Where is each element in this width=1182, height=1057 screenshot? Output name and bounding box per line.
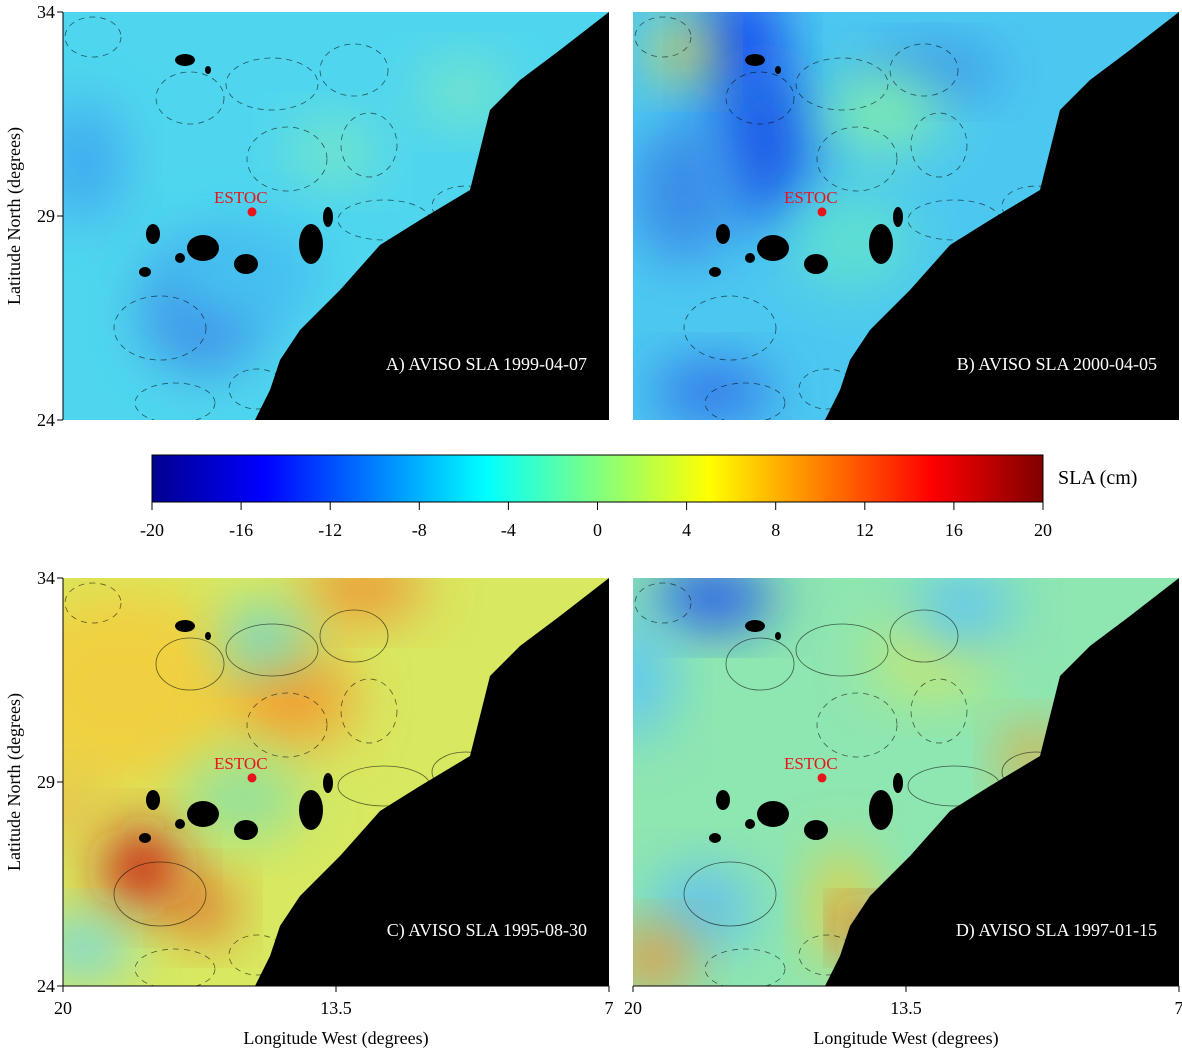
- colorbar-tick-label: -20: [140, 520, 164, 540]
- x-axis-label: Longitude West (degrees): [813, 1028, 998, 1049]
- island: [745, 253, 755, 263]
- island: [716, 224, 730, 244]
- x-tick-label: 7: [605, 998, 614, 1018]
- station-label: ESTOC: [214, 188, 268, 207]
- island: [234, 820, 258, 840]
- island: [146, 790, 160, 810]
- island: [139, 267, 151, 277]
- island: [893, 207, 903, 227]
- island: [299, 790, 323, 830]
- sla-feature: [613, 928, 693, 988]
- station-label: ESTOC: [214, 754, 268, 773]
- x-tick-label: 13.5: [890, 998, 922, 1018]
- colorbar-tick-label: -4: [501, 520, 516, 540]
- island: [175, 54, 195, 66]
- island: [893, 773, 903, 793]
- island: [804, 820, 828, 840]
- island: [205, 632, 211, 640]
- sla-feature: [173, 878, 233, 938]
- colorbar-tick-label: -16: [229, 520, 253, 540]
- sla-feature: [793, 192, 913, 292]
- station-label: ESTOC: [784, 754, 838, 773]
- panel-label: B) AVISO SLA 2000-04-05: [957, 354, 1157, 375]
- sla-feature: [303, 558, 423, 618]
- colorbar-tick-label: -8: [412, 520, 427, 540]
- station-marker: [248, 773, 257, 782]
- island: [869, 790, 893, 830]
- panel-label: D) AVISO SLA 1997-01-15: [956, 920, 1157, 941]
- sla-feature: [913, 568, 1013, 648]
- sla-feature: [653, 22, 713, 82]
- island: [299, 224, 323, 264]
- sla-feature: [43, 102, 123, 222]
- sla-feature: [33, 918, 133, 978]
- panel-label: C) AVISO SLA 1995-08-30: [387, 920, 587, 941]
- sla-feature: [3, 588, 243, 788]
- colorbar-tick-label: 0: [593, 520, 602, 540]
- island: [323, 773, 333, 793]
- colorbar-tick-label: 8: [771, 520, 780, 540]
- island: [716, 790, 730, 810]
- island: [139, 833, 151, 843]
- station-marker: [248, 207, 257, 216]
- colorbar-label: SLA (cm): [1058, 467, 1137, 489]
- colorbar: [152, 455, 1043, 502]
- sla-feature: [823, 72, 943, 152]
- y-axis-label: Latitude North (degrees): [4, 127, 25, 305]
- island: [745, 620, 765, 632]
- island: [323, 207, 333, 227]
- island: [175, 253, 185, 263]
- x-axis-label: Longitude West (degrees): [243, 1028, 428, 1049]
- island: [804, 254, 828, 274]
- panel-label: A) AVISO SLA 1999-04-07: [386, 354, 587, 375]
- island: [709, 267, 721, 277]
- x-tick-label: 7: [1175, 998, 1182, 1018]
- island: [745, 54, 765, 66]
- x-tick-label: 20: [54, 998, 72, 1018]
- colorbar-tick-label: -12: [318, 520, 342, 540]
- island: [745, 819, 755, 829]
- island: [757, 801, 789, 827]
- sla-feature: [653, 362, 773, 422]
- y-tick-label: 24: [37, 410, 55, 430]
- island: [187, 235, 219, 261]
- colorbar-tick-label: 4: [682, 520, 691, 540]
- station-marker: [818, 773, 827, 782]
- island: [175, 819, 185, 829]
- map-panel: ESTOC A) AVISO SLA 1999-04-07 24 29 34 Latitu…: [4, 2, 612, 430]
- colorbar-tick-label: 16: [945, 520, 963, 540]
- x-tick-label: 13.5: [320, 998, 352, 1018]
- island: [869, 224, 893, 264]
- island: [757, 235, 789, 261]
- station-marker: [818, 207, 827, 216]
- island: [775, 632, 781, 640]
- y-axis-label: Latitude North (degrees): [4, 693, 25, 871]
- x-tick-label: 20: [624, 998, 642, 1018]
- island: [146, 224, 160, 244]
- colorbar-tick-label: 12: [856, 520, 874, 540]
- y-tick-label: 29: [37, 206, 55, 226]
- sla-feature: [653, 568, 773, 628]
- island: [234, 254, 258, 274]
- colorbar-tick-label: 20: [1034, 520, 1052, 540]
- map-panel: ESTOC C) AVISO SLA 1995-08-30 24 29 34 Latitu…: [3, 558, 614, 1049]
- sla-feature: [633, 122, 733, 262]
- island: [187, 801, 219, 827]
- y-tick-label: 24: [37, 976, 55, 996]
- y-tick-label: 34: [37, 568, 55, 588]
- sla-feature: [293, 122, 373, 182]
- island: [205, 66, 211, 74]
- station-label: ESTOC: [784, 188, 838, 207]
- map-panel: ESTOC D) AVISO SLA 1997-01-15 20 13.5 7 Longi…: [593, 568, 1182, 1049]
- island: [709, 833, 721, 843]
- island: [775, 66, 781, 74]
- sla-feature: [223, 608, 303, 668]
- map-panel: ESTOC B) AVISO SLA 2000-04-05: [633, 0, 1182, 423]
- island: [175, 620, 195, 632]
- y-tick-label: 34: [37, 2, 55, 22]
- y-tick-label: 29: [37, 772, 55, 792]
